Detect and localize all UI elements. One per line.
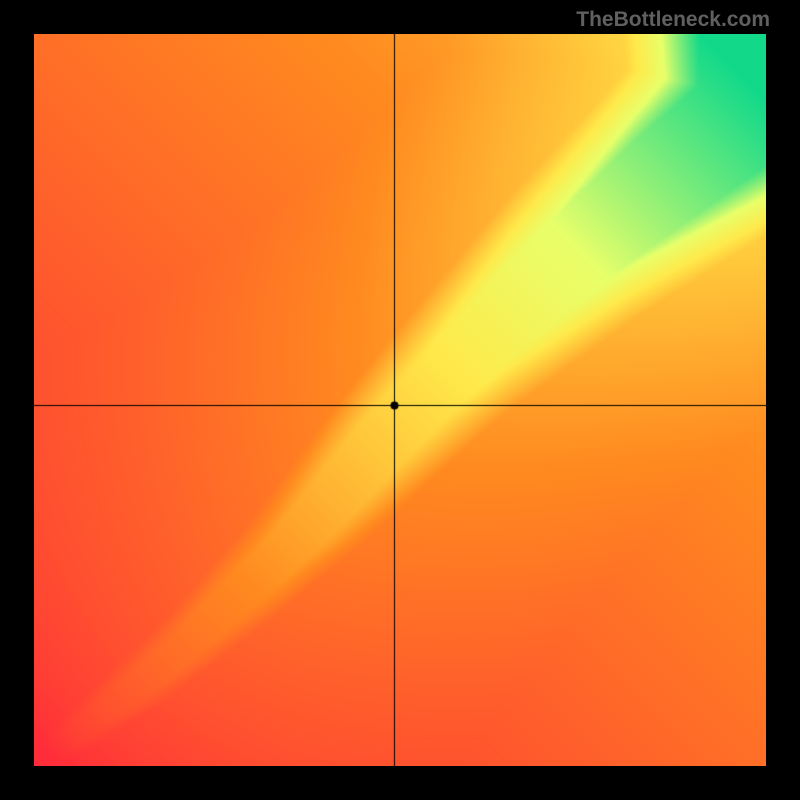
- chart-stage: TheBottleneck.com: [0, 0, 800, 800]
- heatmap-canvas: [34, 34, 766, 766]
- watermark-text: TheBottleneck.com: [576, 8, 770, 32]
